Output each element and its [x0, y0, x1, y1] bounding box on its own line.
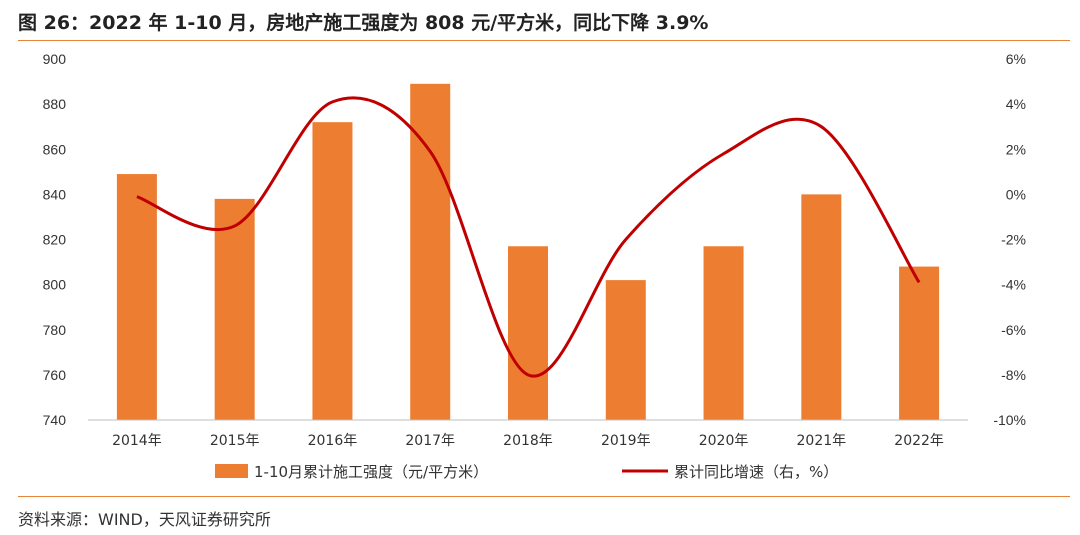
right-tick-label: 0%: [1006, 186, 1026, 202]
category-label: 2020年: [699, 433, 749, 449]
bar: [508, 246, 548, 420]
category-label: 2015年: [210, 433, 260, 449]
right-axis-ticks: -10% -8% -6% -4% -2% 0% 2% 4% 6%: [993, 51, 1026, 428]
right-tick-label: -6%: [1001, 322, 1026, 338]
bar: [801, 194, 842, 420]
left-tick-label: 760: [43, 367, 67, 383]
right-tick-label: 6%: [1006, 51, 1026, 67]
title-divider: [18, 40, 1070, 41]
legend-bar-label: 1-10月累计施工强度（元/平方米）: [254, 463, 488, 481]
category-labels: 2014年 2015年 2016年 2017年 2018年 2019年 2020年 2021年…: [112, 433, 944, 449]
growth-line: [136, 96, 921, 378]
left-tick-label: 880: [43, 96, 67, 112]
left-tick-label: 800: [43, 277, 67, 293]
bar: [214, 198, 255, 420]
category-label: 2014年: [112, 433, 162, 449]
bar: [116, 174, 157, 420]
left-tick-label: 740: [43, 412, 67, 428]
bar: [703, 246, 744, 420]
right-tick-label: 2%: [1006, 141, 1026, 157]
right-tick-label: -2%: [1001, 232, 1026, 248]
bar: [410, 83, 451, 420]
category-label: 2021年: [797, 433, 847, 449]
left-tick-label: 780: [43, 322, 67, 338]
bar: [605, 280, 646, 420]
left-tick-label: 860: [43, 141, 67, 157]
bar: [899, 266, 940, 420]
left-tick-label: 900: [43, 51, 67, 67]
right-tick-label: -8%: [1001, 367, 1026, 383]
legend-bar-swatch: [215, 464, 248, 478]
left-tick-label: 820: [43, 232, 67, 248]
left-axis-ticks: 740 760 780 800 820 840 860 880 900: [43, 51, 67, 428]
category-label: 2016年: [308, 433, 358, 449]
left-tick-label: 840: [43, 186, 67, 202]
right-tick-label: -10%: [993, 412, 1026, 428]
legend: 1-10月累计施工强度（元/平方米） 累计同比增速（右，%）: [215, 463, 838, 481]
bar-series: [116, 83, 940, 421]
category-label: 2019年: [601, 433, 651, 449]
category-label: 2017年: [405, 433, 455, 449]
right-tick-label: 4%: [1006, 96, 1026, 112]
chart-title: 图 26：2022 年 1-10 月，房地产施工强度为 808 元/平方米，同比…: [18, 12, 709, 34]
right-tick-label: -4%: [1001, 277, 1026, 293]
category-label: 2018年: [503, 433, 553, 449]
bar: [312, 122, 353, 421]
category-label: 2022年: [894, 433, 944, 449]
line-series: [136, 96, 921, 378]
footer-divider: [18, 496, 1070, 497]
legend-line-label: 累计同比增速（右，%）: [674, 463, 838, 481]
source-note: 资料来源：WIND，天风证券研究所: [18, 510, 271, 529]
